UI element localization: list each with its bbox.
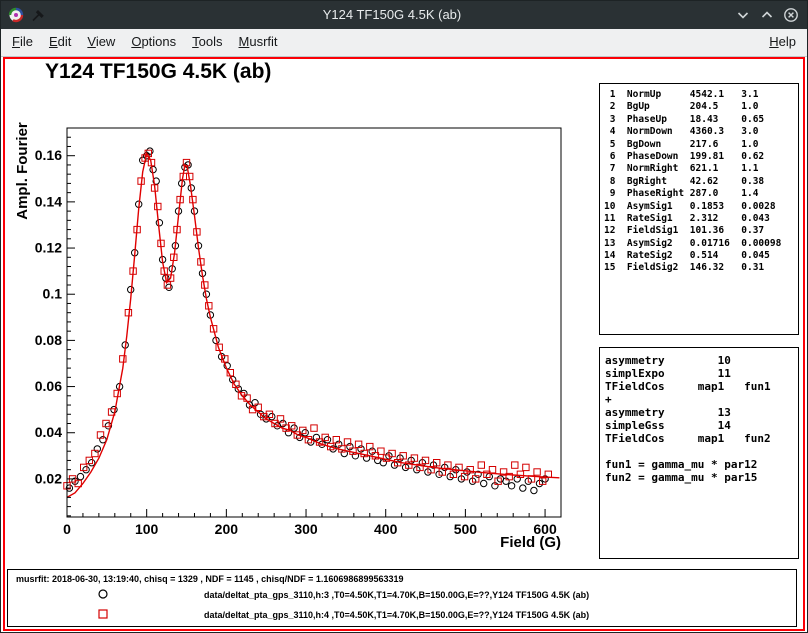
param-row: 12 FieldSig1 101.36 0.37 [604, 225, 794, 237]
circle-marker-icon [96, 587, 110, 601]
menu-tools[interactable]: Tools [184, 29, 230, 56]
x-tick-label: 200 [215, 521, 239, 537]
pin-icon[interactable] [31, 7, 47, 23]
param-row: 1 NormUp 4542.1 3.1 [604, 89, 794, 101]
param-row: 8 BgRight 42.62 0.38 [604, 176, 794, 188]
param-row: 11 RateSig1 2.312 0.043 [604, 213, 794, 225]
param-row: 6 PhaseDown 199.81 0.62 [604, 151, 794, 163]
legend-entry: data/deltat_pta_gps_3110,h:4 ,T0=4.50K,T… [8, 606, 796, 624]
menu-help[interactable]: Help [761, 29, 804, 56]
app-icon [8, 7, 24, 23]
param-row: 10 AsymSig1 0.1853 0.0028 [604, 201, 794, 213]
param-row: 13 AsymSig2 0.01716 0.00098 [604, 238, 794, 250]
data-series-circles [66, 148, 548, 494]
param-row: 3 PhaseUp 18.43 0.65 [604, 114, 794, 126]
y-tick-label: 0.16 [35, 147, 62, 163]
menu-file[interactable]: File [4, 29, 41, 56]
y-tick-label: 0.14 [35, 193, 62, 209]
menubar: FileEditViewOptionsToolsMusrfit Help [1, 29, 807, 57]
legend-label: data/deltat_pta_gps_3110,h:3 ,T0=4.50K,T… [204, 590, 589, 600]
x-tick-label: 500 [454, 521, 478, 537]
x-tick-label: 300 [294, 521, 318, 537]
x-axis-title: Field (G) [500, 534, 561, 551]
menu-left: FileEditViewOptionsToolsMusrfit [4, 29, 286, 56]
theory-box: asymmetry 10 simplExpo 11 TFieldCos map1… [599, 347, 799, 559]
legend-box: musrfit: 2018-06-30, 13:19:40, chisq = 1… [7, 569, 797, 627]
x-tick-label: 100 [135, 521, 159, 537]
param-row: 14 RateSig2 0.514 0.045 [604, 250, 794, 262]
minimize-button[interactable] [735, 7, 751, 23]
close-button[interactable] [783, 7, 799, 23]
menu-musrfit[interactable]: Musrfit [231, 29, 286, 56]
app-window: Y124 TF150G 4.5K (ab) FileEditViewOption… [0, 0, 808, 633]
param-row: 7 NormRight 621.1 1.1 [604, 163, 794, 175]
root-canvas[interactable]: 01002003004005006000.020.040.060.080.10.… [3, 57, 805, 631]
param-row: 15 FieldSig2 146.32 0.31 [604, 262, 794, 274]
square-marker-icon [96, 607, 110, 621]
y-tick-label: 0.08 [35, 332, 62, 348]
param-row: 9 PhaseRight 287.0 1.4 [604, 188, 794, 200]
fit-line [67, 153, 559, 497]
menu-view[interactable]: View [79, 29, 123, 56]
window-title: Y124 TF150G 4.5K (ab) [61, 1, 723, 29]
menu-edit[interactable]: Edit [41, 29, 79, 56]
legend-label: data/deltat_pta_gps_3110,h:4 ,T0=4.50K,T… [204, 610, 589, 620]
x-tick-label: 0 [63, 521, 71, 537]
menu-options[interactable]: Options [123, 29, 184, 56]
y-axis-title: Ampl. Fourier [14, 122, 31, 220]
y-tick-label: 0.1 [43, 286, 63, 302]
param-row: 2 BgUp 204.5 1.0 [604, 101, 794, 113]
y-tick-label: 0.06 [35, 378, 62, 394]
menu-right: Help [761, 29, 804, 56]
titlebar[interactable]: Y124 TF150G 4.5K (ab) [1, 1, 807, 29]
y-tick-label: 0.12 [35, 240, 62, 256]
maximize-button[interactable] [759, 7, 775, 23]
theory-text: asymmetry 10 simplExpo 11 TFieldCos map1… [605, 354, 793, 484]
plot-title: Y124 TF150G 4.5K (ab) [45, 60, 271, 84]
legend-entry: data/deltat_pta_gps_3110,h:3 ,T0=4.50K,T… [8, 586, 796, 604]
param-row: 4 NormDown 4360.3 3.0 [604, 126, 794, 138]
fit-stats: musrfit: 2018-06-30, 13:19:40, chisq = 1… [16, 574, 403, 584]
y-tick-label: 0.02 [35, 470, 62, 486]
y-tick-label: 0.04 [35, 424, 62, 440]
x-tick-label: 400 [374, 521, 398, 537]
fit-parameters-box: 1 NormUp 4542.1 3.1 2 BgUp 204.5 1.0 3 P… [599, 83, 799, 335]
plot-area[interactable]: 01002003004005006000.020.040.060.080.10.… [5, 59, 597, 564]
param-row: 5 BgDown 217.6 1.0 [604, 139, 794, 151]
